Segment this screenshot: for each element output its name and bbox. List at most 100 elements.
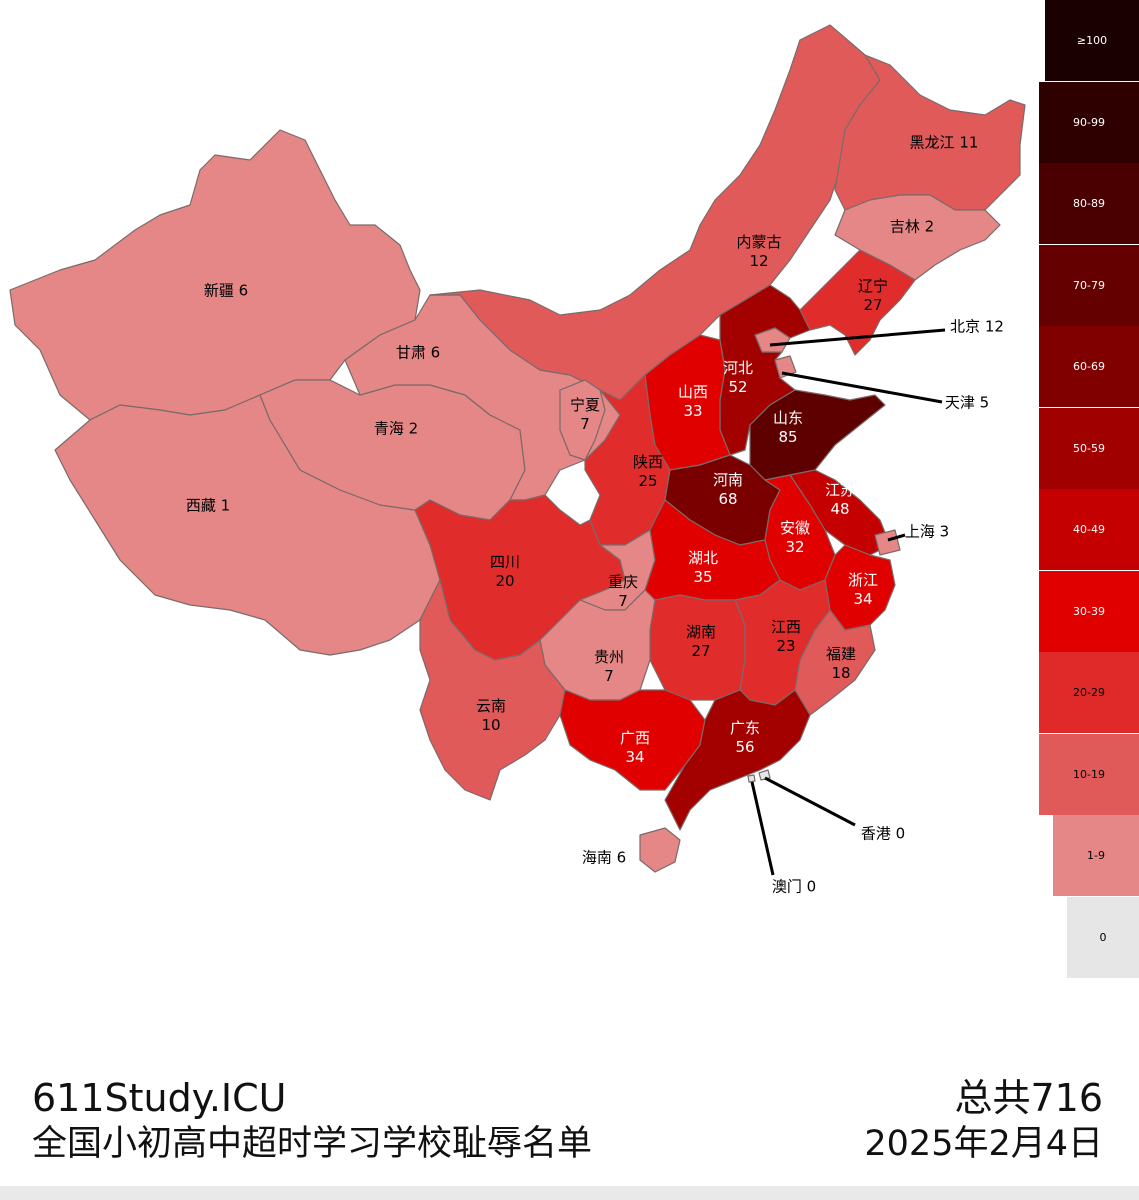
province-value: 12 <box>749 252 769 270</box>
province-value: 0 <box>895 824 906 843</box>
legend-swatch: 20-29 <box>1039 652 1139 733</box>
province-hainan <box>639 827 681 873</box>
province-value: 7 <box>618 592 628 610</box>
province-value: 35 <box>693 568 713 586</box>
province-value: 6 <box>238 281 249 300</box>
province-name: 吉林 <box>889 217 920 236</box>
province-label-xianggang: 香港 0 <box>861 825 905 844</box>
map-canvas <box>9 24 1026 876</box>
footer-right: 总共716 2025年2月4日 <box>864 1075 1103 1167</box>
province-label-yunnan: 云南 10 <box>476 697 506 735</box>
province-value: 2 <box>408 419 419 438</box>
province-label-aomen: 澳门 0 <box>772 878 816 897</box>
leader-line-shanghai <box>887 533 906 542</box>
province-liaoning <box>799 249 916 356</box>
province-label-beijing: 北京 12 <box>950 318 1004 337</box>
province-name: 山东 <box>772 409 804 427</box>
province-label-jilin: 吉林 2 <box>890 218 934 237</box>
province-name: 澳门 <box>771 877 802 896</box>
legend-label: 80-89 <box>1073 197 1105 210</box>
province-value: 11 <box>959 133 979 152</box>
province-value: 6 <box>430 343 441 362</box>
province-label-neimenggu: 内蒙古 12 <box>736 233 781 271</box>
legend-label: 1-9 <box>1087 849 1105 862</box>
province-value: 27 <box>863 296 883 314</box>
province-name: 青海 <box>373 419 404 438</box>
province-value: 3 <box>939 522 950 541</box>
province-value: 7 <box>604 667 614 685</box>
legend-swatch: 80-89 <box>1039 163 1139 244</box>
province-label-shaanxi: 陕西 25 <box>633 453 663 491</box>
province-yunnan <box>419 579 566 801</box>
province-name: 广东 <box>729 719 761 737</box>
legend-label: 70-79 <box>1073 278 1105 292</box>
province-value: 5 <box>979 393 990 412</box>
province-value: 12 <box>984 317 1004 336</box>
province-name: 山西 <box>677 383 709 401</box>
province-name: 广西 <box>619 729 651 747</box>
province-value: 56 <box>735 738 755 756</box>
legend-swatch: 40-49 <box>1039 489 1139 570</box>
province-label-jiangsu: 江苏 48 <box>825 481 855 519</box>
province-label-guizhou: 贵州 7 <box>594 648 624 686</box>
province-name: 福建 <box>825 645 857 663</box>
province-name: 北京 <box>950 317 981 336</box>
site-name: 611Study.ICU <box>32 1076 287 1120</box>
province-label-hunan: 湖南 27 <box>686 623 716 661</box>
total-count: 总共716 <box>954 1076 1103 1120</box>
province-name: 四川 <box>489 553 521 571</box>
province-label-xinjiang: 新疆 6 <box>204 282 248 301</box>
list-date: 2025年2月4日 <box>864 1124 1103 1164</box>
province-ningxia <box>559 379 606 461</box>
legend-label: 20-29 <box>1073 686 1105 699</box>
legend-label: 50-59 <box>1073 441 1105 455</box>
province-value: 52 <box>728 378 748 396</box>
province-label-gansu: 甘肃 6 <box>396 344 440 363</box>
province-label-chongqing: 重庆 7 <box>608 573 638 611</box>
province-name: 河北 <box>722 359 754 377</box>
province-value: 85 <box>778 428 798 446</box>
province-name: 上海 <box>904 522 935 541</box>
province-name: 云南 <box>475 697 507 715</box>
province-value: 1 <box>220 496 231 515</box>
province-name: 海南 <box>581 848 612 867</box>
province-value: 34 <box>853 590 873 608</box>
province-label-fujian: 福建 18 <box>826 645 856 683</box>
province-name: 江西 <box>770 618 802 636</box>
province-name: 重庆 <box>607 573 639 591</box>
province-guangdong <box>664 689 811 831</box>
legend-label: 60-69 <box>1073 360 1105 373</box>
province-name: 浙江 <box>847 571 879 589</box>
province-name: 西藏 <box>185 496 216 515</box>
province-name: 陕西 <box>632 453 664 471</box>
province-value: 33 <box>683 402 703 420</box>
province-label-jiangxi: 江西 23 <box>771 618 801 656</box>
province-label-tianjin: 天津 5 <box>945 394 989 413</box>
legend-label: 0 <box>1099 930 1107 944</box>
province-label-guangdong: 广东 56 <box>730 719 760 757</box>
province-label-shanxi: 山西 33 <box>678 383 708 421</box>
province-label-qinghai: 青海 2 <box>374 420 418 439</box>
legend-label: 30-39 <box>1073 604 1105 618</box>
province-value: 18 <box>831 664 851 682</box>
province-name: 香港 <box>860 824 891 843</box>
province-label-ningxia: 宁夏 7 <box>570 396 600 434</box>
legend-label: ≥100 <box>1076 34 1108 47</box>
province-name: 内蒙古 <box>736 233 782 251</box>
province-label-shanghai: 上海 3 <box>905 523 949 542</box>
legend-swatch: ≥100 <box>1045 0 1139 81</box>
province-value: 7 <box>580 415 590 433</box>
province-name: 河南 <box>712 471 744 489</box>
province-name: 安徽 <box>779 519 811 537</box>
province-name: 湖南 <box>685 623 717 641</box>
province-tianjin <box>774 355 797 379</box>
province-label-anhui: 安徽 32 <box>780 519 810 557</box>
province-value: 25 <box>638 472 658 490</box>
province-label-sichuan: 四川 20 <box>490 553 520 591</box>
legend-swatch: 10-19 <box>1039 733 1139 815</box>
china-map: 新疆 6 西藏 1 青海 2 甘肃 6 内蒙古 12 黑龙江 11 吉林 2 辽宁 27 河北 52 山… <box>9 24 1026 897</box>
legend-label: 90-99 <box>1073 115 1105 129</box>
province-name: 宁夏 <box>569 396 601 414</box>
leader-line-xianggang <box>764 776 856 827</box>
province-value: 32 <box>785 538 805 556</box>
